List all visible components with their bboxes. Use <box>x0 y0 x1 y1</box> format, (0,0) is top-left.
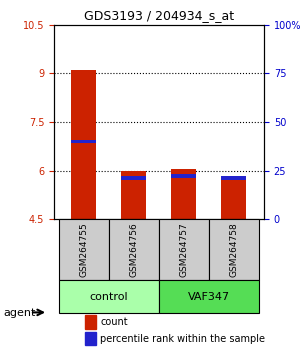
Bar <box>71 139 97 143</box>
Bar <box>85 332 96 345</box>
Text: control: control <box>90 292 128 302</box>
Bar <box>71 70 97 219</box>
Text: GSM264756: GSM264756 <box>130 222 139 277</box>
Bar <box>122 176 146 180</box>
Bar <box>85 315 96 329</box>
Text: percentile rank within the sample: percentile rank within the sample <box>100 333 265 344</box>
FancyBboxPatch shape <box>159 280 259 314</box>
FancyBboxPatch shape <box>209 219 259 280</box>
FancyBboxPatch shape <box>59 219 109 280</box>
Bar <box>122 171 146 219</box>
Bar <box>221 176 247 219</box>
Text: agent: agent <box>3 308 35 318</box>
Text: count: count <box>100 317 128 327</box>
Text: GSM264758: GSM264758 <box>230 222 238 277</box>
Bar <box>172 169 197 219</box>
Text: GSM264755: GSM264755 <box>80 222 88 277</box>
FancyBboxPatch shape <box>109 219 159 280</box>
Text: GSM264757: GSM264757 <box>179 222 188 277</box>
Title: GDS3193 / 204934_s_at: GDS3193 / 204934_s_at <box>84 9 234 22</box>
Text: VAF347: VAF347 <box>188 292 230 302</box>
FancyBboxPatch shape <box>59 280 159 314</box>
Bar <box>172 174 197 178</box>
FancyBboxPatch shape <box>159 219 209 280</box>
Bar <box>221 176 247 180</box>
